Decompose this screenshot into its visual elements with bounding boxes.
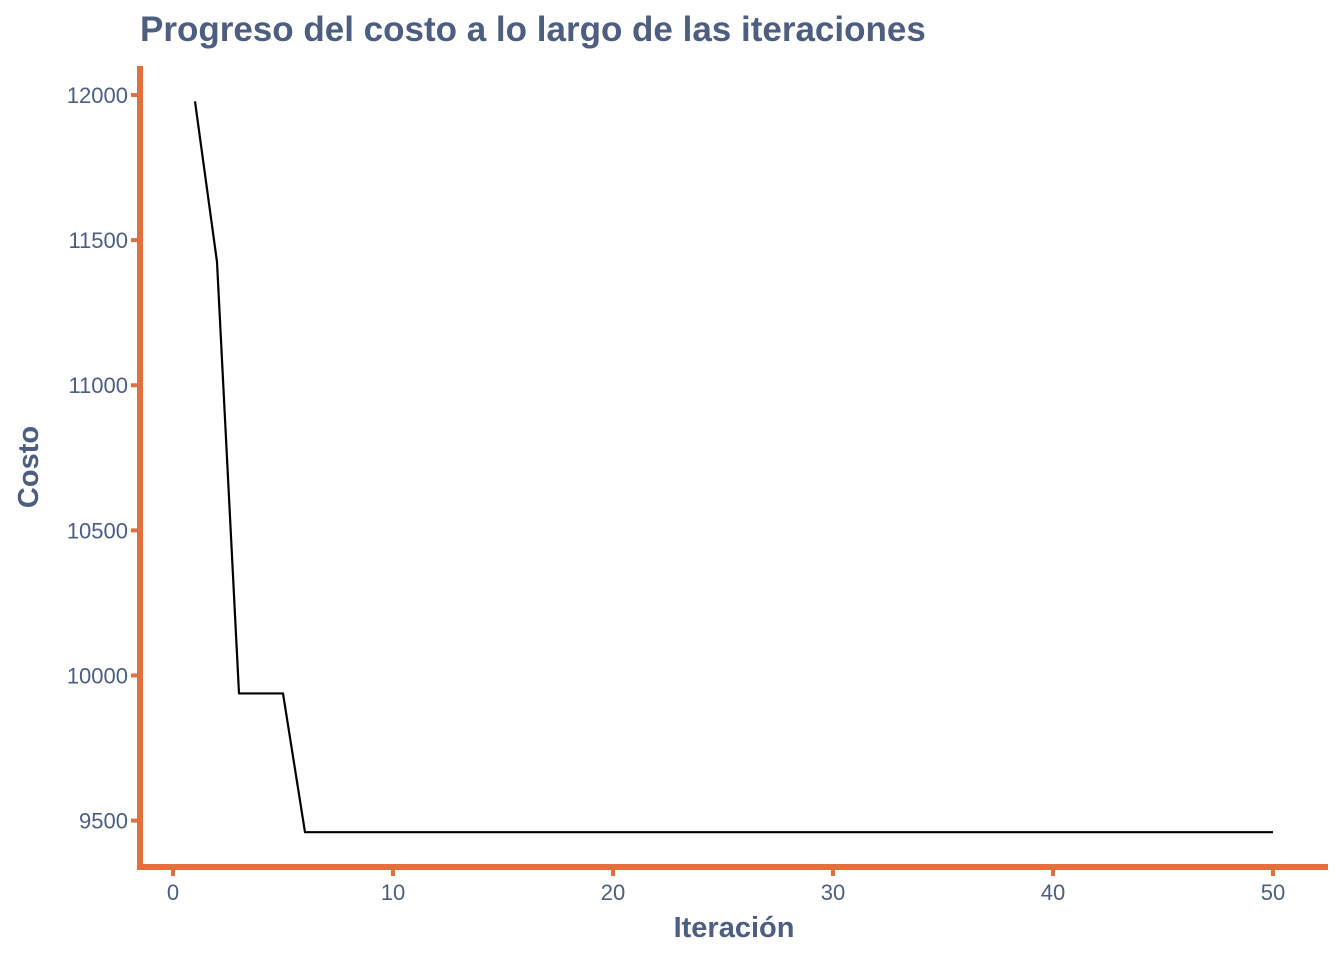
y-axis-ticks: 9500 10000 10500 11000 11500 12000 xyxy=(67,83,140,834)
cost-series-line xyxy=(193,101,1273,834)
y-axis-title: Costo xyxy=(13,426,45,508)
y-tick-label: 10000 xyxy=(67,663,128,688)
x-tick-label: 30 xyxy=(821,880,845,905)
x-tick-label: 10 xyxy=(381,880,405,905)
y-tick-label: 11500 xyxy=(68,228,128,253)
y-tick-label: 11000 xyxy=(68,373,128,398)
x-tick-label: 0 xyxy=(167,880,179,905)
y-tick-label: 9500 xyxy=(79,809,128,834)
x-axis-ticks: 0 10 20 30 40 50 xyxy=(167,867,1285,905)
x-tick-label: 50 xyxy=(1261,880,1285,905)
y-tick-label: 10500 xyxy=(67,518,128,543)
x-tick-label: 40 xyxy=(1041,880,1065,905)
y-tick-label: 12000 xyxy=(67,83,128,108)
chart-title: Progreso del costo a lo largo de las ite… xyxy=(140,10,926,49)
x-tick-label: 20 xyxy=(601,880,625,905)
x-axis-title: Iteración xyxy=(674,912,795,944)
